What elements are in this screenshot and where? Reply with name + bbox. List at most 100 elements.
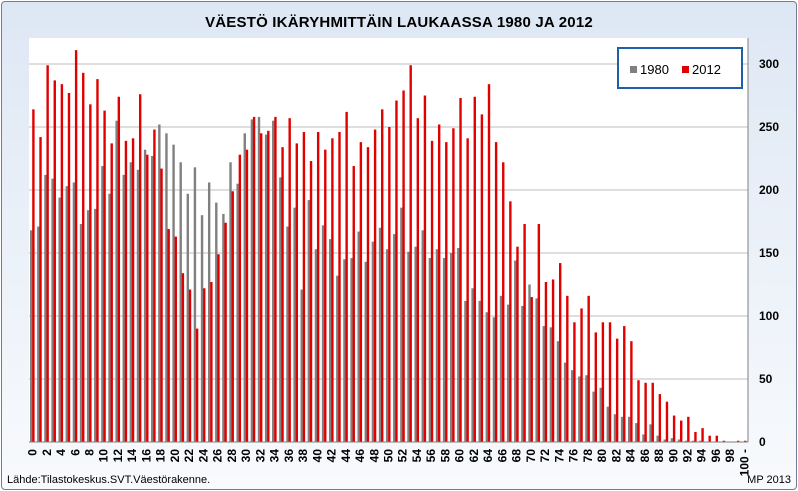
bar-1980-age-28 [229,162,232,442]
bar-1980-age-73 [549,327,553,442]
bar-1980-age-38 [300,289,303,442]
bar-2012-age-86 [644,382,647,442]
author-credit: MP 2013 [747,474,791,486]
x-tick-label: 96 [709,449,723,463]
bar-1980-age-6 [72,182,76,442]
bar-1980-age-19 [165,133,168,443]
bar-1980-age-14 [129,162,133,442]
x-tick-label: 80 [595,449,609,463]
bar-2012-age-23 [195,328,199,442]
bar-2012-age-33 [267,130,270,442]
bar-2012-age-81 [608,322,612,442]
bar-2012-age-39 [309,161,313,442]
x-tick-label: 46 [353,449,367,463]
bar-1980-age-77 [578,376,581,442]
y-tick-label: 50 [759,372,773,386]
bar-1980-age-82 [613,414,617,442]
x-tick-label: 56 [424,449,438,463]
x-tick-label: 52 [396,449,410,463]
x-tick-label: 54 [410,449,424,463]
bar-1980-age-50 [385,249,389,442]
bar-2012-age-32 [260,133,263,443]
bar-2012-age-52 [402,90,405,443]
y-tick-label: 0 [759,435,766,449]
bar-2012-age-30 [245,149,249,442]
bar-2012-age-91 [680,420,683,442]
bar-2012-age-62 [473,96,476,442]
bar-2012-age-99 [736,440,740,442]
bar-2012-age-94 [701,428,704,442]
bar-2012-age-63 [480,114,484,443]
bar-2012-age-96 [715,435,719,442]
x-tick-label: 32 [253,449,267,463]
y-tick-label: 300 [759,57,779,71]
bar-1980-age-43 [336,275,339,442]
bar-2012-age-85 [637,380,640,442]
bar-2012-age-25 [210,281,213,442]
bar-1980-age-46 [357,231,360,442]
y-tick-label: 100 [759,309,779,323]
bar-2012-age-36 [288,118,291,443]
bar-2012-age-82 [615,338,619,442]
bar-1980-age-65 [492,317,496,442]
bar-2012-age-10 [103,110,106,443]
bar-1980-age-36 [286,226,289,442]
bar-1980-age-64 [485,312,488,442]
x-tick-label: 68 [510,449,524,463]
bar-2012-age-4 [60,84,64,442]
x-tick-label: 94 [695,449,709,463]
bar-2012-age-89 [665,401,669,442]
bar-1980-age-18 [158,124,161,442]
x-tick-label: 14 [125,449,139,463]
bar-2012-age-76 [573,322,576,442]
bar-1980-age-20 [172,144,175,442]
bar-1980-age-25 [207,182,211,442]
bar-1980-age-87 [649,424,652,442]
bar-2012-age-83 [623,326,626,442]
x-tick-label: 66 [495,449,509,463]
bar-2012-age-8 [89,104,92,442]
bar-2012-age-59 [452,128,455,442]
bar-2012-age-71 [537,224,541,442]
bar-1980-age-89 [663,439,666,442]
chart-legend: 1980 2012 [617,47,743,89]
bar-2012-age-29 [238,154,242,442]
bar-2012-age-41 [324,149,327,442]
bar-2012-age-95 [708,435,711,442]
bar-1980-age-79 [592,391,595,442]
bar-2012-age-64 [487,84,491,442]
bar-1980-age-26 [215,202,218,442]
bar-2012-age-78 [587,295,590,442]
bar-1980-age-41 [321,225,325,442]
bar-1980-age-29 [236,183,239,442]
bar-1980-age-34 [272,120,275,442]
bar-2012-age-45 [352,166,355,442]
x-tick-label: 92 [681,449,695,463]
bar-1980-age-27 [222,213,225,442]
x-tick-label: 0 [26,449,40,456]
x-tick-label: 18 [154,449,168,463]
y-tick-label: 250 [759,120,779,134]
bar-2012-age-34 [274,116,277,443]
x-tick-label: 44 [339,449,353,463]
x-tick-label: 24 [196,449,210,463]
x-tick-label: 6 [68,449,82,456]
bar-1980-age-9 [94,208,97,442]
bar-1980-age-55 [421,230,424,442]
bar-2012-age-15 [138,94,142,443]
bar-1980-age-16 [143,149,147,442]
x-tick-label: 28 [225,449,239,463]
bar-2012-age-37 [295,143,298,442]
bar-2012-age-51 [395,100,398,442]
bar-2012-age-7 [82,72,85,442]
bar-1980-age-53 [407,251,410,442]
bar-1980-age-74 [556,341,560,442]
x-tick-label: 70 [524,449,538,463]
bar-2012-age-68 [516,246,519,442]
bar-1980-age-5 [65,186,68,442]
y-tick-label: 150 [759,246,779,260]
bar-1980-age-3 [51,178,54,442]
bar-1980-age-63 [478,300,481,442]
bar-2012-age-21 [181,273,185,442]
bar-2012-age-28 [231,191,234,442]
